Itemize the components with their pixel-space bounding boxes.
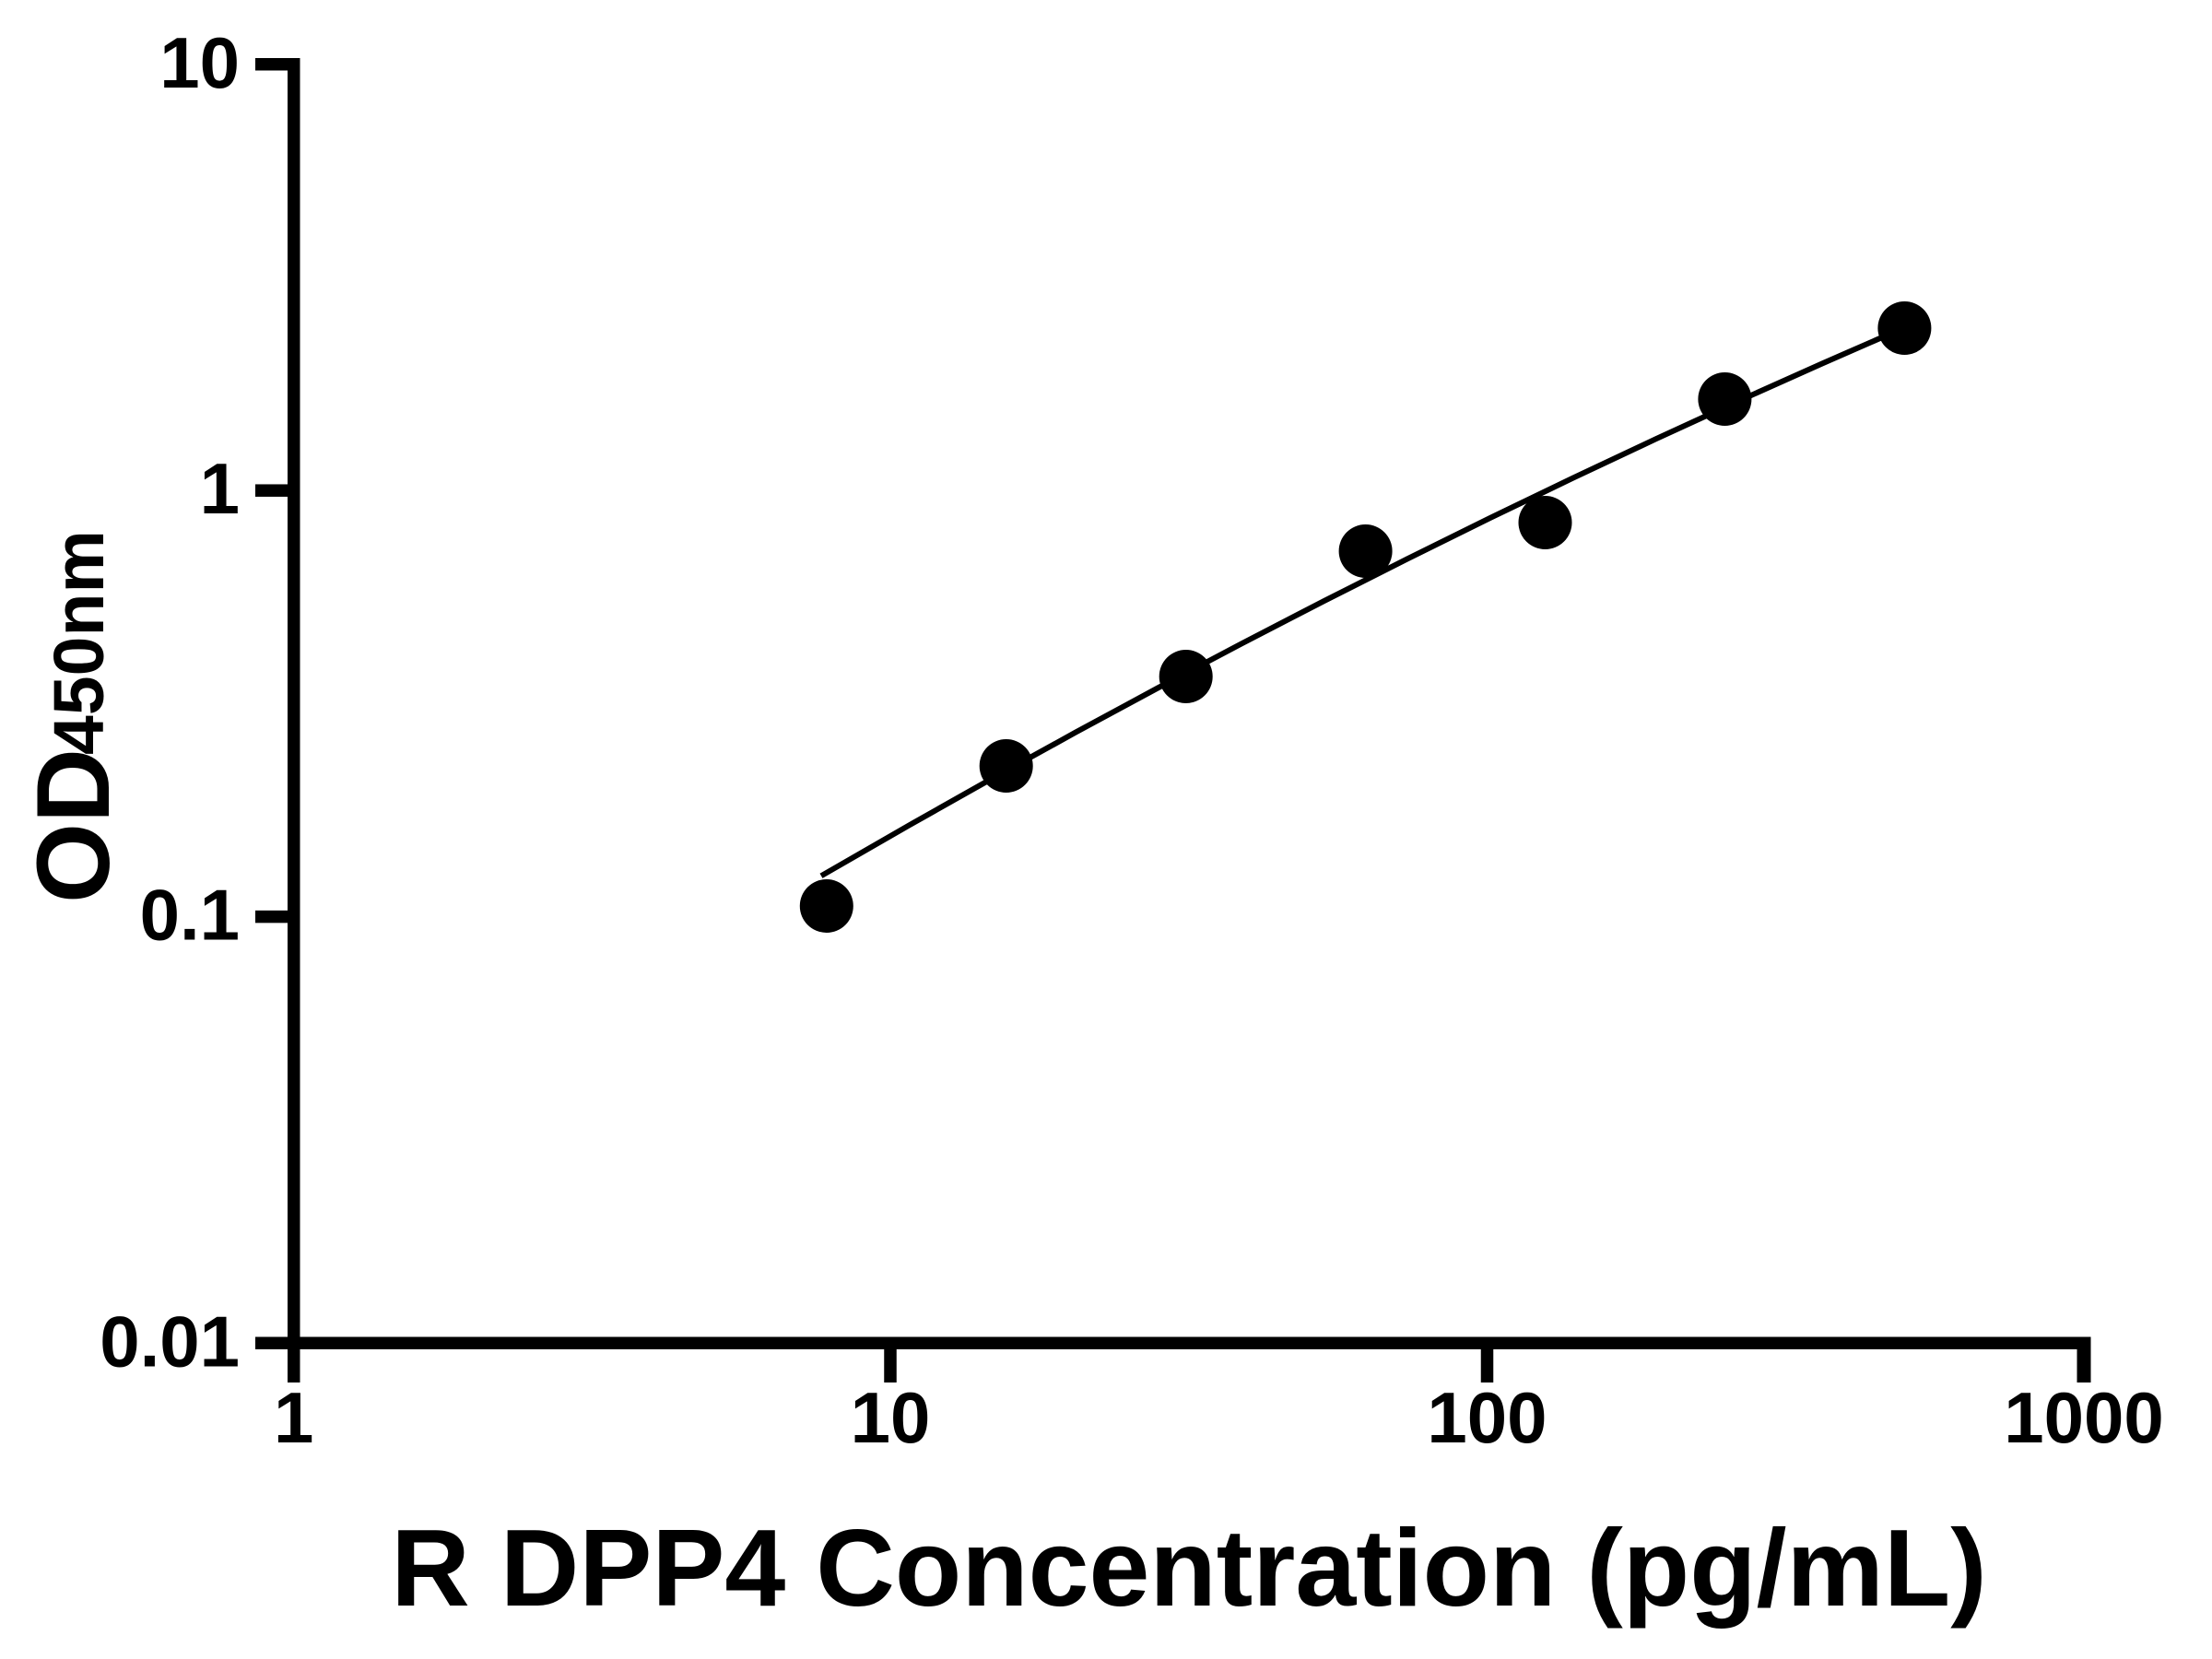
svg-text:1: 1 xyxy=(274,1377,313,1458)
svg-text:0.1: 0.1 xyxy=(140,875,240,956)
svg-text:100: 100 xyxy=(1427,1377,1547,1458)
svg-text:R DPP4 Concentration (pg/mL): R DPP4 Concentration (pg/mL) xyxy=(391,1508,1986,1630)
svg-text:10: 10 xyxy=(159,22,240,103)
svg-text:1: 1 xyxy=(200,448,240,529)
svg-text:1000: 1000 xyxy=(2004,1377,2164,1458)
svg-text:10: 10 xyxy=(851,1377,931,1458)
svg-text:0.01: 0.01 xyxy=(100,1300,240,1382)
